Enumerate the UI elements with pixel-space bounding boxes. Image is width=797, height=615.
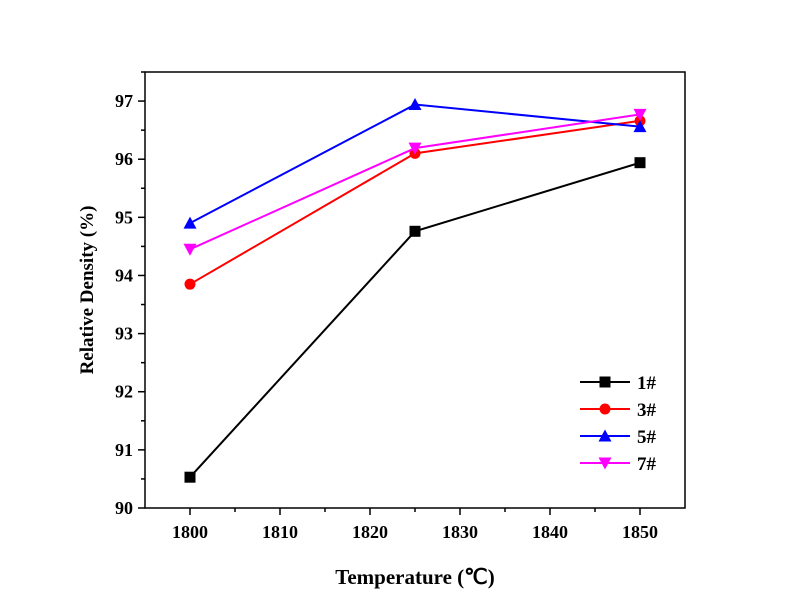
data-point [633,120,647,133]
x-tick-label: 1830 [442,522,478,542]
y-tick-label: 92 [115,382,133,402]
data-point [633,108,647,121]
data-point [408,142,422,155]
legend-label: 5# [637,427,657,448]
legend-item: 1# [580,373,657,394]
series-line [189,161,641,478]
data-point [409,225,421,237]
series-7-group [183,108,647,256]
legend-label: 3# [637,400,657,421]
y-tick-label: 93 [115,324,133,344]
data-point [184,278,196,290]
x-tick-label: 1840 [532,522,568,542]
legend-marker [599,403,611,415]
legend-label: 7# [637,454,657,475]
x-tick-label: 1820 [352,522,388,542]
legend-label: 1# [637,373,657,394]
data-point [184,471,196,483]
y-tick-label: 90 [115,498,133,518]
series-3-group [184,115,646,290]
y-tick-label: 95 [115,207,133,227]
data-point [183,216,197,229]
series-1-group [184,157,646,483]
legend-marker [599,376,611,388]
plot-frame [144,71,686,509]
y-axis-label: Relative Density (%) [77,206,98,375]
data-point [408,98,422,111]
y-tick-label: 96 [115,149,133,169]
y-tick-label: 97 [115,91,133,111]
data-point [183,243,197,256]
data-point [634,157,646,169]
series-line [189,103,641,225]
legend-item: 7# [580,454,657,475]
x-tick-label: 1850 [622,522,658,542]
y-tick-label: 91 [115,440,133,460]
y-tick-label: 94 [115,265,133,285]
legend-marker [598,429,612,442]
x-axis-label: Temperature (℃) [335,565,494,589]
series-5-group [183,98,647,229]
legend-marker [598,457,612,470]
x-tick-label: 1800 [172,522,208,542]
legend-item: 5# [580,427,657,448]
x-tick-label: 1810 [262,522,298,542]
legend-item: 3# [580,400,657,421]
